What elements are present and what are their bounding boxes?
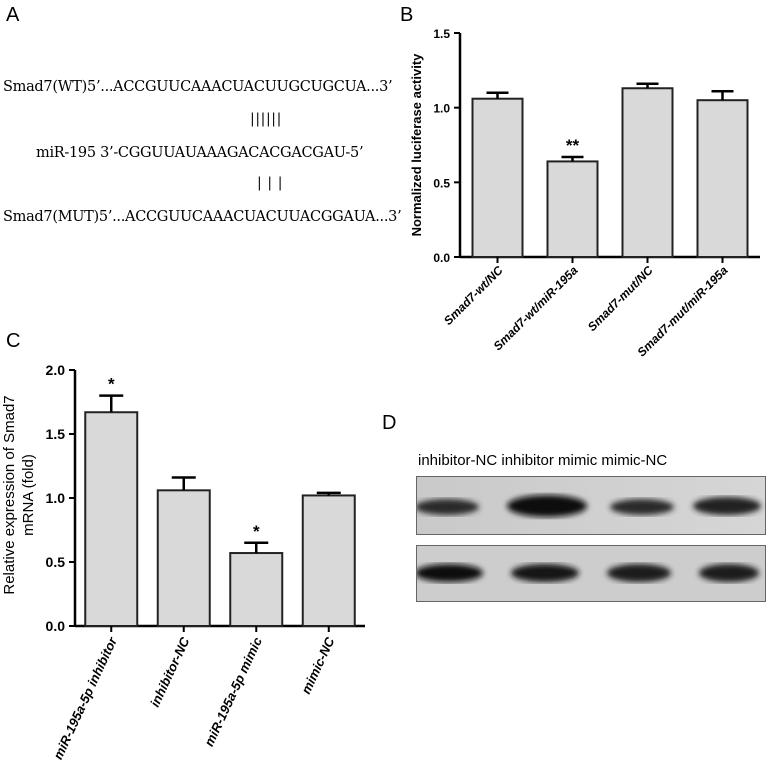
smad7-wt-sequence: Smad7(WT)5’...ACCGUUCAAACUACUUGCUGCUA...…: [3, 79, 393, 95]
band-3: [610, 499, 674, 515]
ref-band-3: [607, 564, 671, 582]
panel-b-letter: B: [400, 4, 414, 26]
ref-band-2: [511, 564, 579, 582]
blot-strip-reference: [416, 545, 766, 602]
chart-b-y-axis-label: Normalized luciferase activity: [409, 53, 424, 237]
blot-lane-labels: inhibitor-NC inhibitor mimic mimic-NC: [418, 452, 668, 469]
chart-b-bar-2: [621, 87, 674, 259]
chart-b-ytick-label-0: 0.0: [433, 251, 450, 265]
chart-b-ytick-label-2: 1.0: [433, 102, 450, 116]
chart-c-category-label-2: miR-195a-5p mimic: [201, 634, 265, 748]
chart-b-ytick-label-3: 1.5: [433, 27, 450, 41]
band-4: [693, 497, 761, 515]
chart-b-category-label-2: Smad7-mut/NC: [585, 263, 656, 334]
blot-strip-smad7-bands: [417, 477, 765, 534]
chart-c-category-label-3: mimic-NC: [298, 634, 337, 696]
chart-c-bar-1: [156, 489, 211, 627]
chart-b-ytick-label-1: 0.5: [433, 176, 450, 190]
panel-a-letter: A: [6, 4, 20, 26]
chart-c-y-axis-label-line2: mRNA (fold): [20, 454, 37, 536]
chart-b-category-label-1: Smad7-wt/miR-195a: [491, 263, 581, 353]
chart-c-bar-2: [229, 552, 284, 627]
base-pairing-bottom: | | |: [257, 175, 284, 191]
blot-strip-smad7: [416, 476, 766, 535]
ref-band-4: [699, 564, 759, 582]
band-1: [417, 499, 479, 515]
panel-c-letter: C: [6, 330, 21, 352]
chart-c-bar-3: [301, 494, 356, 627]
chart-b-category-label-0: Smad7-wt/NC: [441, 263, 506, 328]
chart-c-ytick-label-3: 1.5: [46, 426, 66, 442]
chart-c-ytick-label-1: 0.5: [46, 554, 66, 570]
panel-d-letter: D: [382, 412, 397, 434]
chart-c-category-label-0: miR-195a-5p inhibitor: [50, 634, 120, 762]
blot-strip-reference-bands: [417, 546, 765, 601]
chart-b-bar-1: [546, 160, 599, 258]
chart-c-bar-0: [84, 411, 139, 627]
chart-c-ytick-label-2: 1.0: [46, 490, 66, 506]
chart-c-category-label-1: inhibitor-NC: [147, 634, 193, 709]
mir-195-sequence: miR-195 3’-CGGUUAUAAAGACACGACGAU-5’: [36, 145, 364, 161]
chart-c-annotation-0: *: [108, 375, 115, 394]
base-pairing-top: ||||||: [250, 111, 282, 127]
chart-c-ytick-label-4: 2.0: [46, 362, 66, 378]
chart-b-bar-0: [471, 97, 524, 258]
chart-b-bar-3: [696, 99, 749, 258]
chart-c-annotation-2: *: [253, 522, 260, 541]
band-2: [507, 495, 587, 517]
smad7-mut-sequence: Smad7(MUT)5’...ACCGUUCAAACUACUUACGGAUA..…: [3, 209, 402, 225]
chart-b-annotation-1: **: [566, 136, 580, 155]
ref-band-1: [417, 564, 483, 582]
chart-c-y-axis-label-line1: Relative expression of Smad7: [1, 395, 18, 594]
chart-c-ytick-label-0: 0.0: [46, 618, 66, 634]
